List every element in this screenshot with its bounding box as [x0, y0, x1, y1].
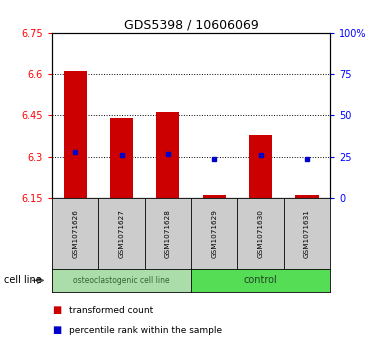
- Text: ■: ■: [52, 305, 61, 315]
- Text: ■: ■: [52, 325, 61, 335]
- Bar: [295, 195, 319, 198]
- Text: GSM1071629: GSM1071629: [211, 209, 217, 258]
- Text: GSM1071627: GSM1071627: [118, 209, 125, 258]
- Text: transformed count: transformed count: [69, 306, 153, 315]
- Text: percentile rank within the sample: percentile rank within the sample: [69, 326, 222, 335]
- Text: GSM1071626: GSM1071626: [72, 209, 78, 258]
- Text: GSM1071628: GSM1071628: [165, 209, 171, 258]
- Bar: [63, 71, 87, 198]
- Text: GSM1071630: GSM1071630: [257, 209, 264, 258]
- Bar: [110, 118, 133, 198]
- Text: osteoclastogenic cell line: osteoclastogenic cell line: [73, 276, 170, 285]
- Text: control: control: [244, 276, 278, 285]
- Text: cell line: cell line: [4, 276, 42, 285]
- Bar: [249, 135, 272, 198]
- Title: GDS5398 / 10606069: GDS5398 / 10606069: [124, 19, 259, 32]
- Text: GSM1071631: GSM1071631: [304, 209, 310, 258]
- Bar: [203, 195, 226, 198]
- Bar: [156, 113, 180, 198]
